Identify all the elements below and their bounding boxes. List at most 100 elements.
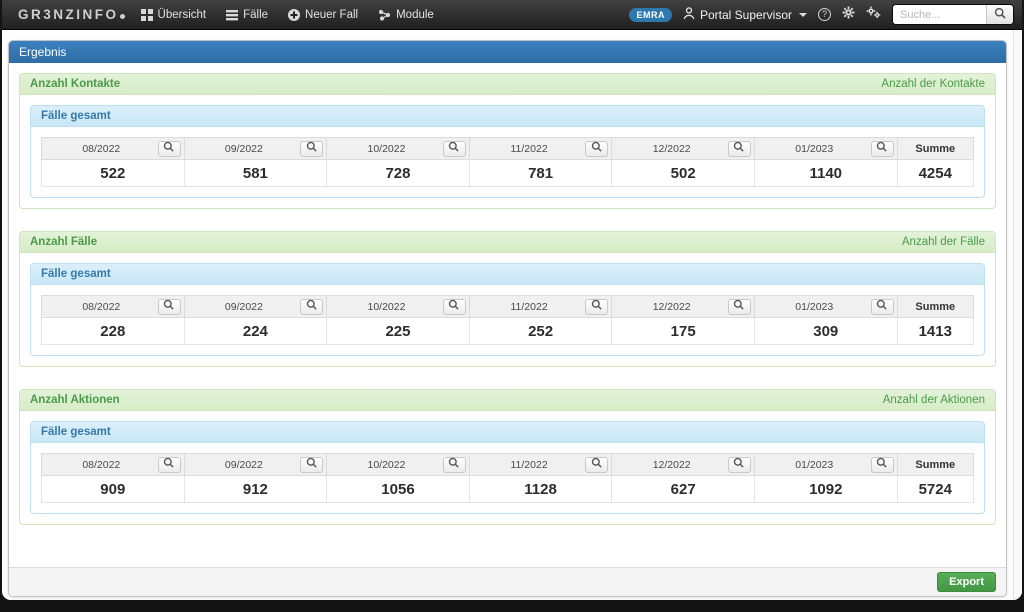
column-header-summe: Summe <box>896 137 975 160</box>
search-icon <box>994 7 1007 23</box>
value-cell: 224 <box>183 317 328 345</box>
value-cell: 225 <box>326 317 470 345</box>
column-header: 08/2022 <box>82 142 121 155</box>
search-icon <box>733 457 745 472</box>
search-icon <box>591 299 603 314</box>
drilldown-button[interactable] <box>442 298 466 315</box>
subpanel-body: 08/2022 09/2022 10/2022 11/2022 12/2022 … <box>31 443 984 513</box>
search-icon <box>163 457 175 472</box>
drilldown-button[interactable] <box>585 456 609 473</box>
column-header: 08/2022 <box>82 300 121 313</box>
vertical-scrollbar[interactable] <box>1013 30 1022 600</box>
section-header: Anzahl Aktionen Anzahl der Aktionen <box>20 390 995 411</box>
nav-item-module[interactable]: Module <box>378 9 434 21</box>
section-anzahl-faelle: Anzahl Fälle Anzahl der Fälle Fälle gesa… <box>19 231 996 367</box>
help-button[interactable]: ? <box>818 8 831 21</box>
value-cell: 581 <box>183 159 328 187</box>
subpanel-title: Fälle gesamt <box>31 264 984 285</box>
drilldown-button[interactable] <box>585 298 609 315</box>
section-anzahl-aktionen: Anzahl Aktionen Anzahl der Aktionen Fäll… <box>19 389 996 525</box>
nav-item-uebersicht[interactable]: Übersicht <box>140 8 206 21</box>
section-title: Anzahl Fälle <box>30 236 98 248</box>
section-body: Fälle gesamt 08/2022 09/2022 10/2022 11/… <box>20 95 995 208</box>
drilldown-button[interactable] <box>442 140 466 157</box>
app-logo[interactable]: GR3NZ INFO <box>18 7 125 22</box>
column-header: 11/2022 <box>510 458 548 471</box>
table-header-row: 08/2022 09/2022 10/2022 11/2022 12/2022 … <box>41 137 975 160</box>
column-header: 12/2022 <box>652 458 691 471</box>
user-menu[interactable]: Portal Supervisor <box>683 6 807 23</box>
column-header: 12/2022 <box>652 300 691 313</box>
chevron-down-icon <box>799 12 807 17</box>
section-subtitle: Anzahl der Aktionen <box>882 394 985 406</box>
navbar-right: EMRA Portal Supervisor ? <box>629 4 1014 25</box>
drilldown-button[interactable] <box>442 456 466 473</box>
value-cell: 502 <box>611 159 755 187</box>
drilldown-button[interactable] <box>157 298 181 315</box>
column-header: 09/2022 <box>224 458 263 471</box>
export-button[interactable]: Export <box>937 572 996 592</box>
settings-button[interactable] <box>842 6 855 24</box>
table-value-row: 909 912 1056 1128 627 1092 5724 <box>41 475 975 503</box>
table-value-row: 228 224 225 252 175 309 1413 <box>41 317 975 345</box>
nav-item-faelle[interactable]: Fälle <box>226 9 268 21</box>
drilldown-button[interactable] <box>300 456 324 473</box>
search-input[interactable] <box>893 5 986 24</box>
value-cell: 309 <box>753 317 898 345</box>
search-icon <box>306 141 318 156</box>
search-icon <box>306 457 318 472</box>
result-panel: Ergebnis Anzahl Kontakte Anzahl der Kont… <box>8 40 1007 597</box>
value-cell: 1092 <box>753 475 898 503</box>
search-icon <box>876 299 888 314</box>
drilldown-button[interactable] <box>727 298 751 315</box>
section-body: Fälle gesamt 08/2022 09/2022 10/2022 11/… <box>20 411 995 524</box>
drilldown-button[interactable] <box>300 140 324 157</box>
admin-tools-button[interactable] <box>866 6 881 24</box>
drilldown-button[interactable] <box>870 298 894 315</box>
drilldown-button[interactable] <box>157 140 181 157</box>
sum-cell: 1413 <box>896 317 975 345</box>
result-panel-title: Ergebnis <box>9 41 1006 63</box>
drilldown-button[interactable] <box>585 140 609 157</box>
logo-text-left: GR3NZ <box>18 7 77 22</box>
drilldown-button[interactable] <box>157 456 181 473</box>
section-subtitle: Anzahl der Fälle <box>901 236 985 248</box>
column-header-summe: Summe <box>896 295 975 318</box>
search-button[interactable] <box>986 5 1013 24</box>
column-header: 01/2023 <box>795 142 834 155</box>
drilldown-button[interactable] <box>727 140 751 157</box>
section-header: Anzahl Kontakte Anzahl der Kontakte <box>20 74 995 95</box>
main-menu: Übersicht Fälle Neuer Fall Module <box>140 8 434 21</box>
value-cell: 912 <box>183 475 328 503</box>
column-header: 12/2022 <box>652 142 691 155</box>
nav-item-label: Fälle <box>243 8 269 21</box>
subpanel-faelle-gesamt: Fälle gesamt 08/2022 09/2022 10/2022 11/… <box>30 105 985 198</box>
section-title: Anzahl Aktionen <box>30 394 120 406</box>
column-header: 09/2022 <box>224 300 263 313</box>
section-title: Anzahl Kontakte <box>30 78 121 90</box>
value-cell: 228 <box>41 317 185 345</box>
value-cell: 728 <box>326 159 470 187</box>
subpanel-body: 08/2022 09/2022 10/2022 11/2022 12/2022 … <box>31 127 984 197</box>
column-header-summe: Summe <box>896 453 975 476</box>
search-icon <box>733 299 745 314</box>
list-icon <box>226 9 239 21</box>
drilldown-button[interactable] <box>300 298 324 315</box>
nav-item-neuer-fall[interactable]: Neuer Fall <box>288 8 358 21</box>
table-header-row: 08/2022 09/2022 10/2022 11/2022 12/2022 … <box>41 295 975 318</box>
search-icon <box>163 141 175 156</box>
column-header: 11/2022 <box>510 142 548 155</box>
drilldown-button[interactable] <box>870 456 894 473</box>
search-icon <box>876 141 888 156</box>
drilldown-button[interactable] <box>727 456 751 473</box>
drilldown-button[interactable] <box>870 140 894 157</box>
search-icon <box>448 141 460 156</box>
subpanel-title: Fälle gesamt <box>31 106 984 127</box>
result-panel-footer: Export <box>9 567 1006 596</box>
table-value-row: 522 581 728 781 502 1140 4254 <box>41 159 975 187</box>
sum-cell: 4254 <box>896 159 975 187</box>
column-header: 11/2022 <box>510 300 548 313</box>
logo-dot-icon <box>119 14 125 19</box>
column-header: 10/2022 <box>367 300 406 313</box>
value-cell: 522 <box>41 159 185 187</box>
